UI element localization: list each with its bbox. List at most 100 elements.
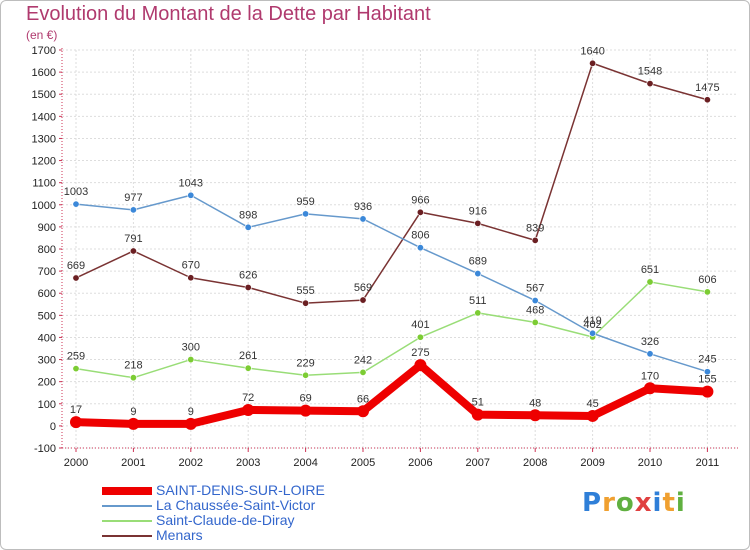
- y-tick-label: 1000: [32, 200, 56, 212]
- chart-title: Evolution du Montant de la Dette par Hab…: [26, 3, 431, 25]
- data-point: [703, 368, 711, 376]
- data-point: [416, 244, 424, 252]
- data-label: 839: [526, 222, 544, 234]
- data-label: 401: [411, 319, 429, 331]
- data-point: [299, 404, 312, 417]
- data-label: 626: [239, 269, 257, 281]
- legend-label: Saint-Claude-de-Diray: [156, 512, 295, 528]
- proxiti-logo: Proxiti: [582, 488, 686, 518]
- data-point: [531, 297, 539, 305]
- x-tick-label: 2002: [179, 457, 203, 469]
- data-label: 45: [586, 398, 598, 410]
- data-point: [302, 210, 310, 218]
- data-point: [703, 96, 711, 104]
- data-label: 606: [698, 274, 716, 286]
- data-label: 245: [698, 354, 716, 366]
- data-point: [529, 409, 542, 422]
- y-tick-label: 600: [38, 288, 56, 300]
- legend-label: La Chaussée-Saint-Victor: [156, 497, 316, 513]
- data-point: [184, 417, 197, 430]
- data-label: 669: [67, 260, 85, 272]
- x-tick-label: 2001: [121, 457, 145, 469]
- data-point: [129, 374, 137, 382]
- logo-letter: P: [582, 488, 603, 518]
- data-label: 275: [411, 347, 429, 359]
- x-tick-label: 2006: [408, 457, 432, 469]
- data-label: 1475: [695, 82, 719, 94]
- data-point: [129, 247, 137, 255]
- x-tick-label: 2007: [466, 457, 490, 469]
- data-label: 898: [239, 209, 257, 221]
- y-tick-label: 1700: [32, 45, 56, 57]
- data-point: [302, 371, 310, 379]
- y-tick-label: -100: [34, 443, 56, 455]
- logo-letter: o: [615, 488, 635, 518]
- data-point: [531, 318, 539, 326]
- y-tick-label: 1200: [32, 156, 56, 168]
- series-line-1: [75, 194, 709, 373]
- legend-label: SAINT-DENIS-SUR-LOIRE: [156, 482, 325, 498]
- data-point: [72, 200, 80, 208]
- y-tick-label: 0: [50, 421, 56, 433]
- data-label: 936: [354, 201, 372, 213]
- x-tick-label: 2000: [64, 457, 88, 469]
- data-point: [646, 278, 654, 286]
- data-point: [474, 309, 482, 317]
- data-point: [416, 208, 424, 216]
- data-label: 567: [526, 283, 544, 295]
- data-point: [244, 283, 252, 291]
- data-label: 66: [357, 393, 369, 405]
- data-point: [187, 356, 195, 364]
- data-label: 17: [70, 404, 82, 416]
- series-line-3: [75, 62, 709, 304]
- data-point: [531, 236, 539, 244]
- data-label: 966: [411, 194, 429, 206]
- y-tick-label: 500: [38, 310, 56, 322]
- data-label: 670: [182, 260, 200, 272]
- data-label: 468: [526, 304, 544, 316]
- data-label: 229: [296, 357, 314, 369]
- data-label: 791: [124, 233, 142, 245]
- y-tick-label: 100: [38, 399, 56, 411]
- data-point: [72, 365, 80, 373]
- data-point: [244, 223, 252, 231]
- data-point: [646, 80, 654, 88]
- y-tick-label: 400: [38, 332, 56, 344]
- data-label: 259: [67, 351, 85, 363]
- logo-letter: t: [662, 488, 676, 518]
- legend-swatch: [102, 505, 152, 507]
- data-label: 1548: [638, 66, 662, 78]
- data-point: [703, 288, 711, 296]
- data-point: [244, 364, 252, 372]
- data-label: 959: [296, 196, 314, 208]
- y-tick-label: 1100: [32, 178, 56, 190]
- y-tick-label: 900: [38, 222, 56, 234]
- logo-letter: i: [652, 488, 663, 518]
- x-tick-label: 2008: [523, 457, 547, 469]
- legend-swatch: [102, 520, 152, 522]
- legend-swatch: [102, 535, 152, 537]
- data-point: [187, 191, 195, 199]
- data-label: 1043: [179, 177, 203, 189]
- data-label: 402: [583, 319, 601, 331]
- x-tick-label: 2003: [236, 457, 260, 469]
- data-point: [187, 274, 195, 282]
- x-tick-label: 2009: [580, 457, 604, 469]
- x-tick-label: 2011: [696, 457, 720, 469]
- data-label: 806: [411, 230, 429, 242]
- logo-letter: x: [634, 488, 653, 518]
- data-point: [701, 385, 714, 398]
- data-point: [127, 417, 140, 430]
- data-point: [72, 274, 80, 282]
- data-point: [589, 59, 597, 67]
- data-point: [70, 416, 82, 429]
- x-tick-label: 2004: [293, 457, 317, 469]
- data-point: [586, 409, 599, 422]
- y-tick-label: 1300: [32, 133, 56, 145]
- legend-label: Menars: [156, 527, 203, 543]
- data-label: 1003: [64, 186, 88, 198]
- data-label: 9: [130, 406, 136, 418]
- chart-unit: (en €): [26, 28, 58, 42]
- data-point: [129, 206, 137, 214]
